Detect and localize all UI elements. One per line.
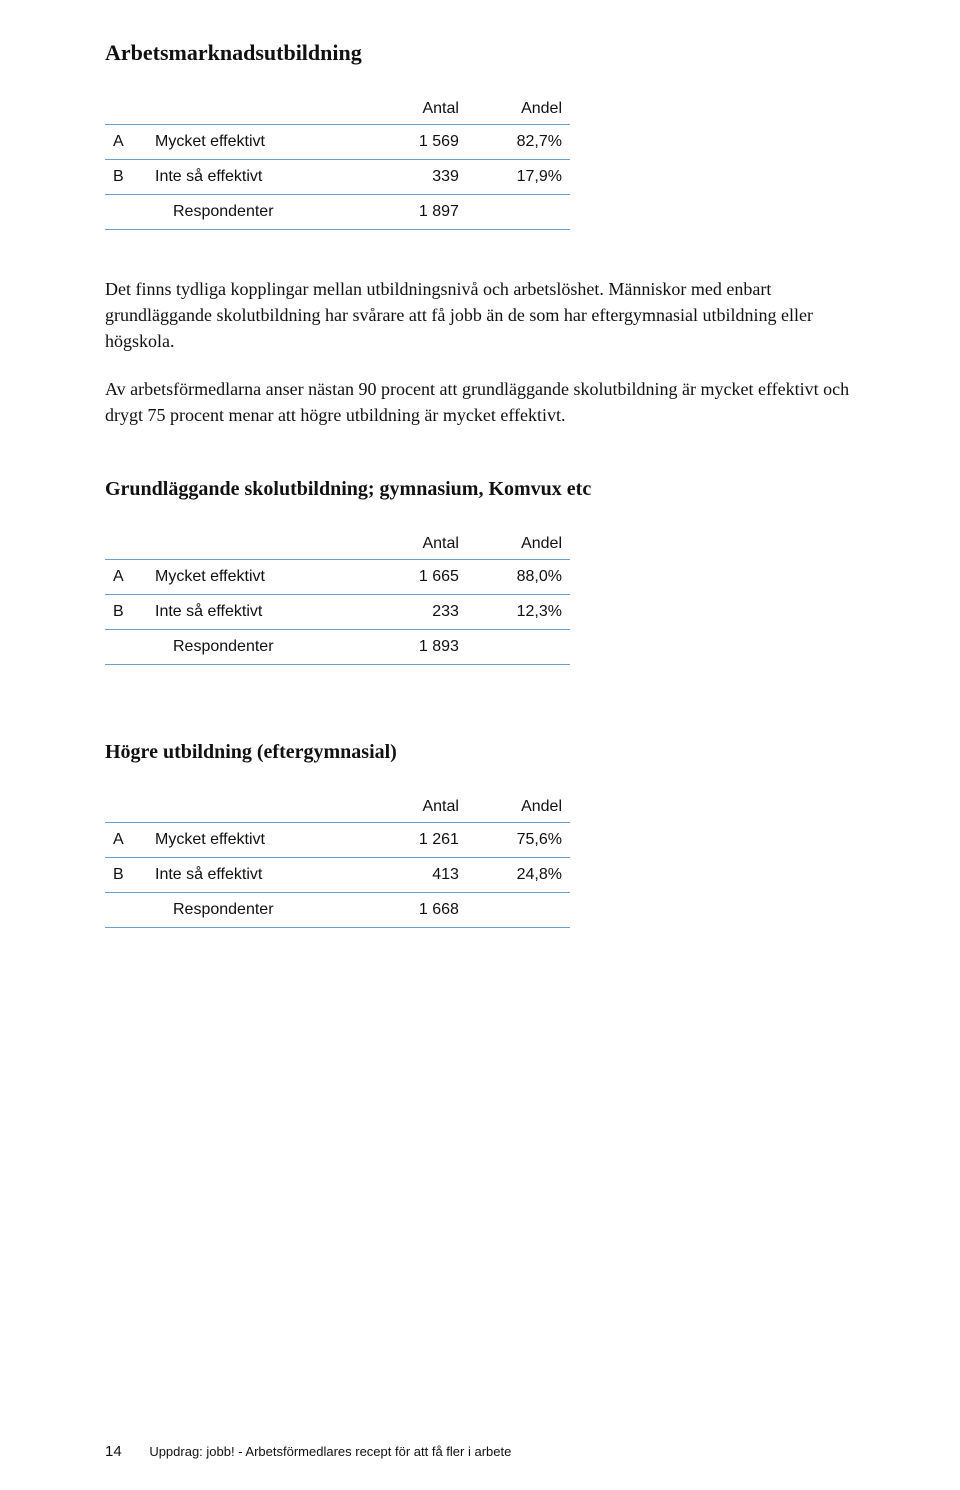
table-hogre: Antal Andel A Mycket effektivt 1 261 75,… [105,792,570,928]
header-blank [105,529,373,560]
row-antal: 1 665 [373,560,467,595]
spacer [105,711,855,741]
row-antal: 339 [373,160,467,195]
table-row-respondenter: Respondenter 1 897 [105,195,570,230]
respond-label: Respondenter [147,630,373,665]
row-antal: 1 261 [373,823,467,858]
row-key: A [105,125,147,160]
row-key: B [105,595,147,630]
header-andel: Andel [467,529,570,560]
table-row: A Mycket effektivt 1 261 75,6% [105,823,570,858]
respond-value: 1 668 [373,893,467,928]
respond-blank [467,195,570,230]
page-number: 14 [105,1443,122,1460]
table-header-row: Antal Andel [105,94,570,125]
row-label: Inte så effektivt [147,160,373,195]
header-antal: Antal [373,94,467,125]
page-footer: 14 Uppdrag: jobb! - Arbetsförmedlares re… [105,1443,511,1460]
section2-title: Grundläggande skolutbildning; gymnasium,… [105,478,855,501]
table-row: B Inte så effektivt 233 12,3% [105,595,570,630]
header-blank [105,792,373,823]
respond-value: 1 897 [373,195,467,230]
row-label: Mycket effektivt [147,125,373,160]
row-andel: 12,3% [467,595,570,630]
respond-label: Respondenter [147,195,373,230]
row-andel: 75,6% [467,823,570,858]
respond-blank [467,630,570,665]
respond-value: 1 893 [373,630,467,665]
paragraph-1: Det finns tydliga kopplingar mellan utbi… [105,276,855,354]
row-key: A [105,560,147,595]
table-row: A Mycket effektivt 1 665 88,0% [105,560,570,595]
row-key: B [105,160,147,195]
table-grundlaggande: Antal Andel A Mycket effektivt 1 665 88,… [105,529,570,665]
row-andel: 24,8% [467,858,570,893]
row-key: B [105,858,147,893]
row-key-blank [105,893,147,928]
row-andel: 88,0% [467,560,570,595]
footer-text: Uppdrag: jobb! - Arbetsförmedlares recep… [149,1444,511,1459]
section1-title: Arbetsmarknadsutbildning [105,40,855,66]
table-arbetsmarknadsutbildning: Antal Andel A Mycket effektivt 1 569 82,… [105,94,570,230]
section3-title: Högre utbildning (eftergymnasial) [105,741,855,764]
page: Arbetsmarknadsutbildning Antal Andel A M… [0,0,960,1490]
row-key-blank [105,630,147,665]
header-antal: Antal [373,529,467,560]
table-row-respondenter: Respondenter 1 668 [105,893,570,928]
row-key-blank [105,195,147,230]
respond-blank [467,893,570,928]
table-row: A Mycket effektivt 1 569 82,7% [105,125,570,160]
paragraph-2: Av arbetsförmedlarna anser nästan 90 pro… [105,376,855,428]
row-key: A [105,823,147,858]
table-row: B Inte så effektivt 339 17,9% [105,160,570,195]
row-antal: 1 569 [373,125,467,160]
row-label: Mycket effektivt [147,823,373,858]
header-antal: Antal [373,792,467,823]
row-label: Inte så effektivt [147,595,373,630]
row-antal: 413 [373,858,467,893]
table-header-row: Antal Andel [105,529,570,560]
table-header-row: Antal Andel [105,792,570,823]
table-row: B Inte så effektivt 413 24,8% [105,858,570,893]
header-andel: Andel [467,792,570,823]
header-blank [105,94,373,125]
row-andel: 17,9% [467,160,570,195]
row-andel: 82,7% [467,125,570,160]
row-antal: 233 [373,595,467,630]
table-row-respondenter: Respondenter 1 893 [105,630,570,665]
header-andel: Andel [467,94,570,125]
row-label: Mycket effektivt [147,560,373,595]
respond-label: Respondenter [147,893,373,928]
row-label: Inte så effektivt [147,858,373,893]
